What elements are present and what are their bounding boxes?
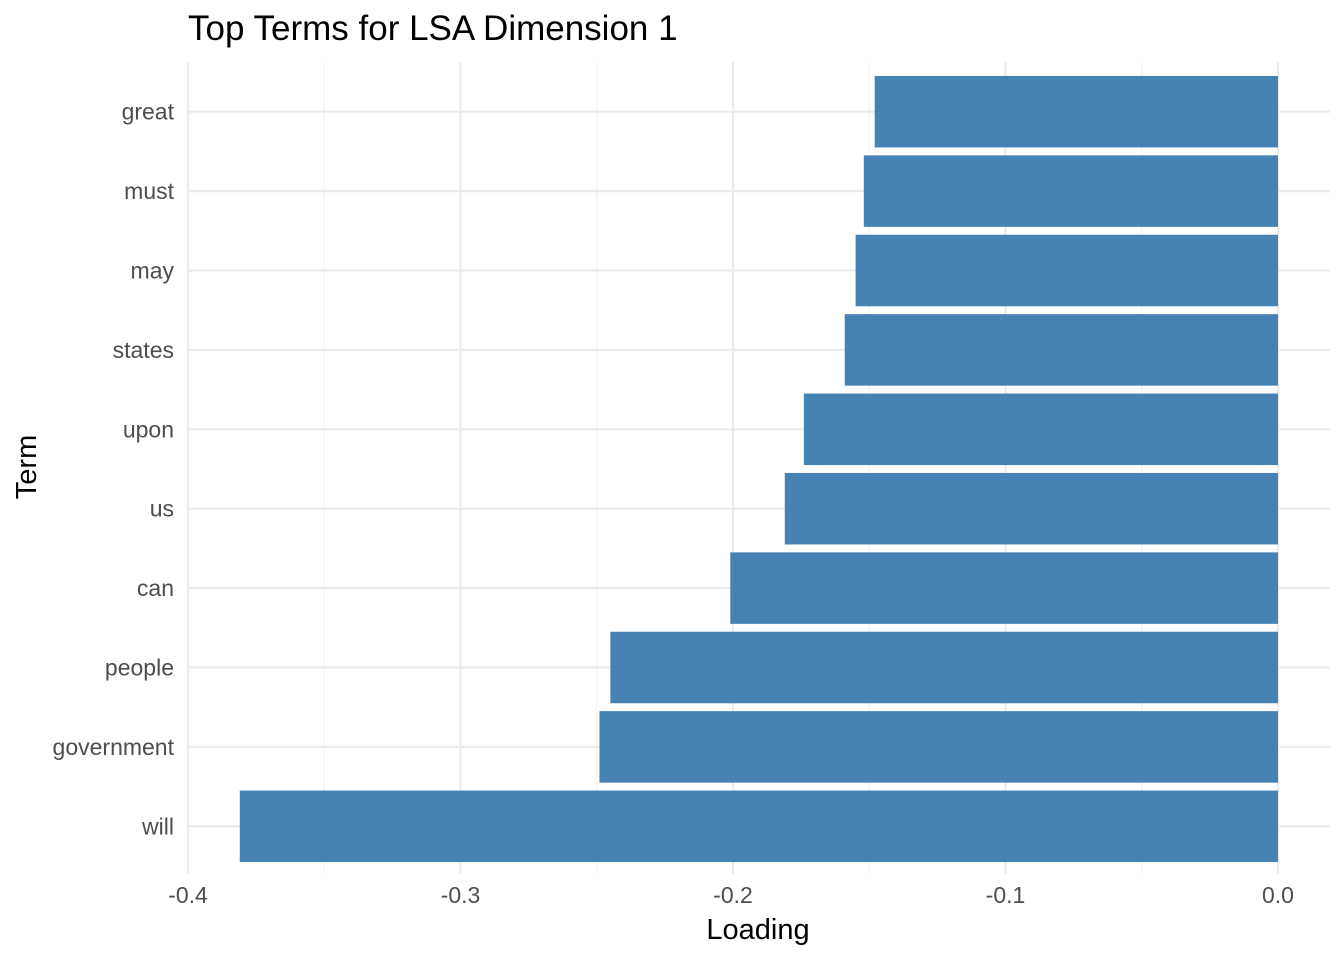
bars bbox=[239, 75, 1278, 863]
bar-must bbox=[863, 155, 1278, 227]
y-tick-label-must: must bbox=[124, 178, 174, 204]
x-tick-label: -0.1 bbox=[986, 882, 1026, 908]
y-tick-label-can: can bbox=[137, 575, 174, 601]
bar-can bbox=[730, 552, 1278, 624]
y-tick-label-great: great bbox=[122, 99, 175, 125]
x-tick-label: -0.4 bbox=[168, 882, 208, 908]
bar-states bbox=[844, 314, 1278, 386]
y-tick-labels: great must may states upon us can people governm… bbox=[53, 99, 175, 840]
x-tick-label: -0.2 bbox=[713, 882, 753, 908]
y-tick-label-people: people bbox=[105, 655, 174, 681]
x-tick-label: -0.3 bbox=[441, 882, 481, 908]
y-tick-label-upon: upon bbox=[123, 416, 174, 442]
bar-will bbox=[239, 790, 1278, 863]
x-tick-label: 0.0 bbox=[1262, 882, 1294, 908]
y-tick-label-may: may bbox=[131, 258, 175, 284]
bar-may bbox=[855, 234, 1278, 307]
x-axis-title: Loading bbox=[706, 914, 809, 946]
y-axis-title: Term bbox=[11, 435, 43, 499]
bar-upon bbox=[803, 393, 1278, 466]
y-tick-label-will: will bbox=[141, 813, 174, 839]
x-tick-labels: -0.4 -0.3 -0.2 -0.1 0.0 bbox=[168, 882, 1294, 908]
bar-us bbox=[784, 472, 1278, 545]
chart-title: Top Terms for LSA Dimension 1 bbox=[188, 9, 678, 48]
bar-people bbox=[610, 631, 1278, 704]
y-tick-label-states: states bbox=[113, 337, 174, 363]
y-tick-label-government: government bbox=[53, 734, 175, 760]
y-tick-label-us: us bbox=[150, 496, 174, 522]
bar-government bbox=[599, 711, 1278, 783]
bar-great bbox=[874, 75, 1278, 148]
